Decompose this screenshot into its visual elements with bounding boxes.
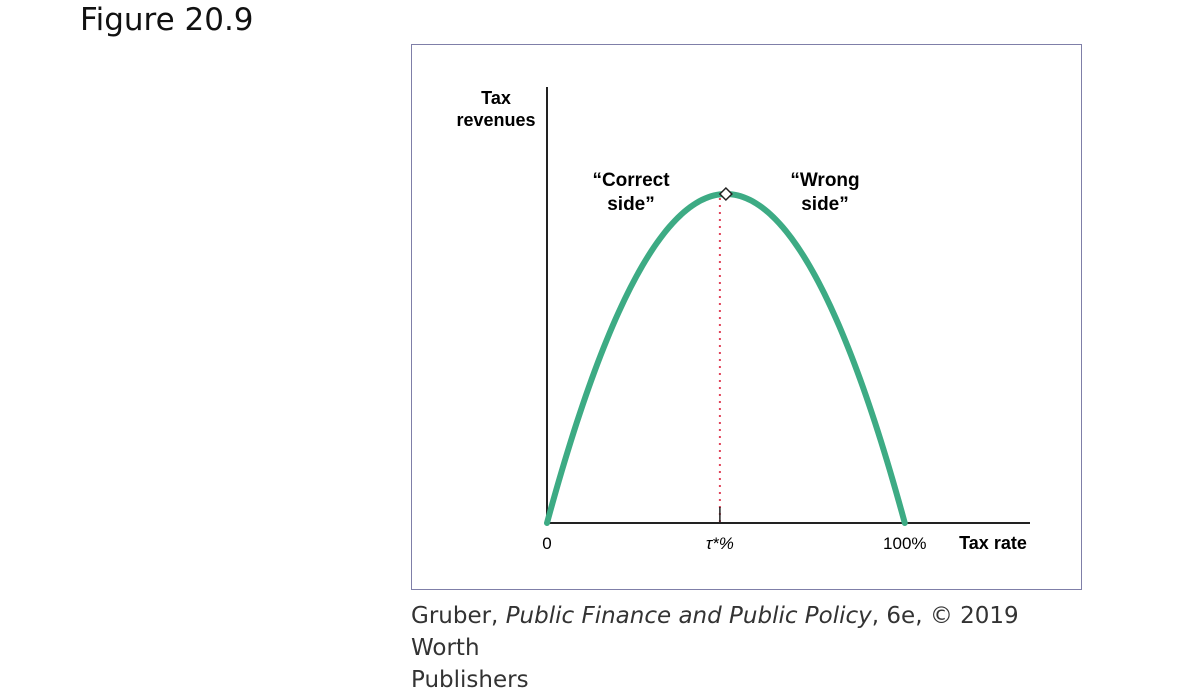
correct-side-label-line1: “Correct (592, 170, 670, 191)
correct-side-label-line2: side” (607, 194, 655, 215)
caption-book-title: Public Finance and Public Policy (505, 603, 872, 629)
wrong-side-label-line1: “Wrong (790, 170, 859, 191)
x-tick-label: 100% (883, 534, 926, 553)
caption-author: Gruber, (411, 603, 506, 629)
y-axis-title-line2: revenues (456, 110, 535, 130)
x-tick-label: 0 (542, 534, 551, 553)
caption-publisher: Publishers (411, 667, 529, 693)
peak-marker (718, 186, 733, 202)
figure-frame: Tax revenues “Correct side” “Wrong side”… (411, 44, 1082, 590)
figure-caption: Gruber, Public Finance and Public Policy… (411, 600, 1071, 696)
caption-edition: , 6e, © 2019 Worth (411, 603, 1019, 661)
y-axis-title-line1: Tax (481, 88, 511, 108)
revenue-curve (544, 190, 908, 526)
x-tick-label: τ*% (706, 534, 734, 553)
figure-label: Figure 20.9 (80, 2, 254, 38)
x-axis-title: Tax rate (959, 533, 1027, 553)
laffer-chart: Tax revenues “Correct side” “Wrong side”… (456, 87, 1030, 553)
wrong-side-label-line2: side” (801, 194, 849, 215)
